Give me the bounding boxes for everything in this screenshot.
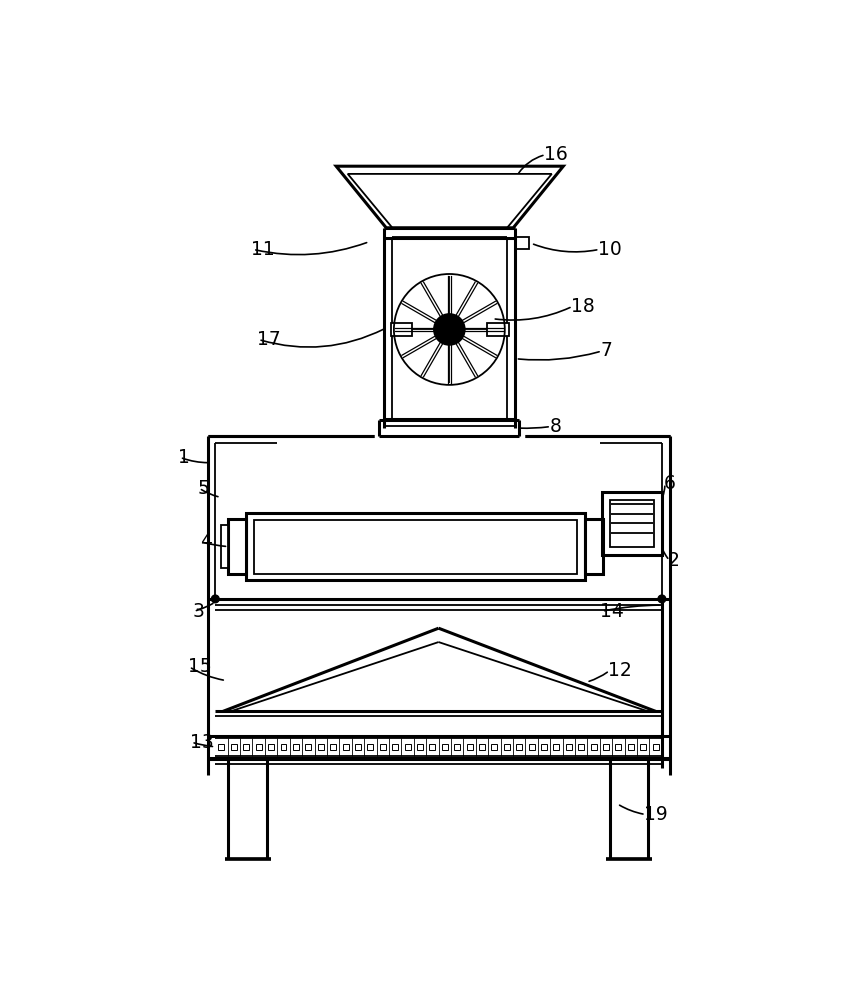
Text: 5: 5 bbox=[198, 479, 209, 498]
Text: 4: 4 bbox=[200, 532, 212, 551]
Text: 16: 16 bbox=[544, 145, 568, 164]
Text: 13: 13 bbox=[190, 733, 214, 752]
Text: 14: 14 bbox=[600, 602, 624, 621]
Circle shape bbox=[434, 314, 465, 345]
Text: 8: 8 bbox=[550, 417, 562, 436]
Text: 19: 19 bbox=[644, 805, 668, 824]
Text: 3: 3 bbox=[192, 602, 204, 621]
Bar bbox=[227, 519, 246, 574]
Text: 17: 17 bbox=[256, 330, 280, 349]
Circle shape bbox=[658, 595, 666, 603]
Text: 15: 15 bbox=[187, 657, 211, 676]
Bar bbox=[610, 500, 654, 547]
Bar bbox=[391, 323, 412, 336]
Bar bbox=[585, 519, 604, 574]
Bar bbox=[254, 520, 577, 574]
Text: 10: 10 bbox=[598, 240, 622, 259]
Bar bbox=[487, 323, 509, 336]
Text: 11: 11 bbox=[251, 240, 275, 259]
Bar bbox=[515, 237, 528, 249]
Text: 1: 1 bbox=[179, 448, 190, 467]
Text: 18: 18 bbox=[571, 297, 595, 316]
Text: 12: 12 bbox=[608, 661, 632, 680]
Bar bbox=[246, 513, 585, 580]
Circle shape bbox=[211, 595, 219, 603]
Bar bbox=[221, 525, 227, 568]
Text: 7: 7 bbox=[600, 342, 612, 360]
Text: 2: 2 bbox=[668, 551, 680, 570]
Text: 6: 6 bbox=[663, 474, 675, 493]
Bar bbox=[602, 492, 662, 555]
